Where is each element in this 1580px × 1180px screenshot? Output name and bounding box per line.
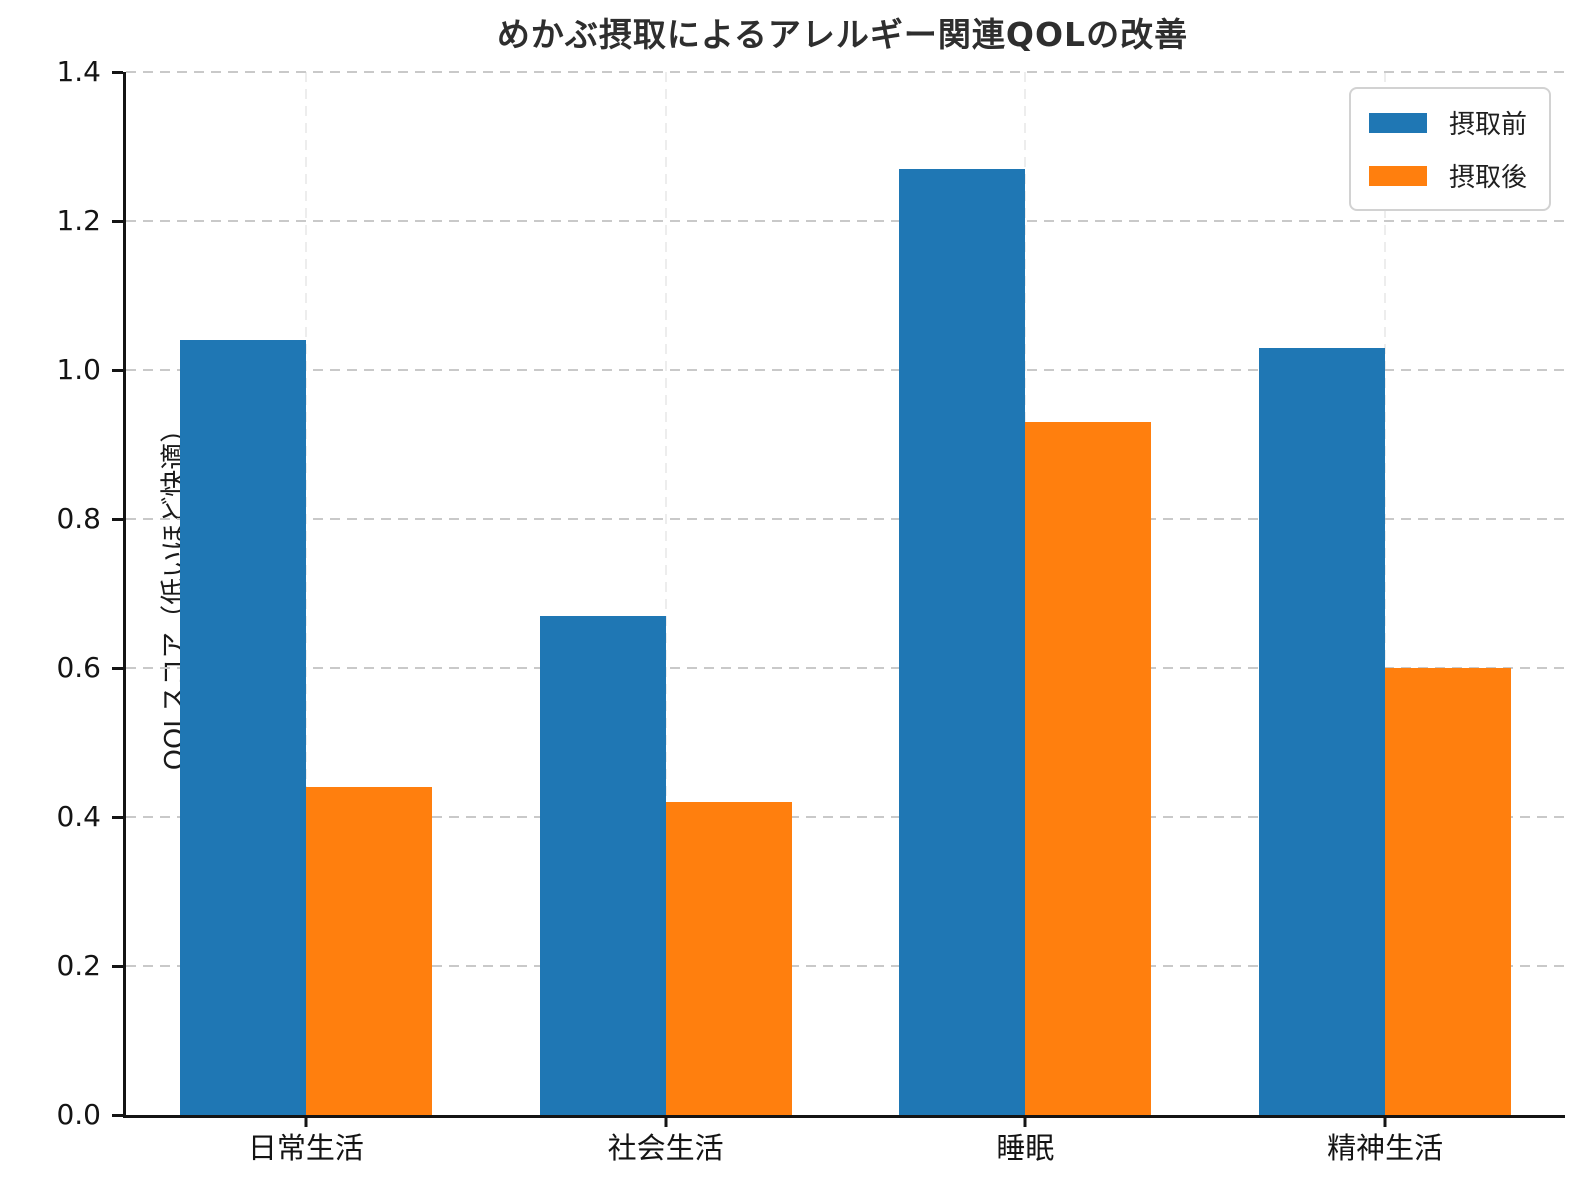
y-tick-mark bbox=[112, 964, 123, 968]
y-tick-label: 1.0 bbox=[56, 353, 101, 386]
y-tick-label: 1.4 bbox=[56, 55, 101, 88]
bar-摂取後-日常生活 bbox=[305, 787, 432, 1115]
y-tick-mark bbox=[112, 70, 123, 74]
bar-摂取前-睡眠 bbox=[899, 168, 1026, 1115]
x-tick-mark bbox=[1383, 1118, 1387, 1127]
x-tick-mark bbox=[1023, 1118, 1027, 1127]
y-tick-label: 0.2 bbox=[56, 949, 101, 982]
y-tick-label: 0.0 bbox=[56, 1098, 101, 1131]
bar-摂取前-精神生活 bbox=[1259, 347, 1386, 1115]
bar-摂取前-日常生活 bbox=[179, 340, 306, 1115]
y-tick-mark bbox=[112, 815, 123, 819]
legend-entry-摂取後: 摂取後 bbox=[1368, 157, 1527, 194]
horizontal-gridline bbox=[126, 71, 1565, 73]
vertical-gridline bbox=[664, 72, 667, 1115]
x-tick-label-精神生活: 精神生活 bbox=[1327, 1131, 1444, 1165]
bar-摂取後-精神生活 bbox=[1385, 668, 1512, 1115]
x-tick-mark bbox=[664, 1118, 668, 1127]
vertical-gridline bbox=[1384, 72, 1387, 1115]
x-tick-label-睡眠: 睡眠 bbox=[996, 1131, 1055, 1165]
y-tick-mark bbox=[112, 666, 123, 670]
horizontal-gridline bbox=[126, 518, 1565, 520]
bar-摂取前-社会生活 bbox=[539, 615, 666, 1115]
legend-swatch bbox=[1368, 165, 1427, 186]
y-tick-mark bbox=[112, 517, 123, 521]
bar-摂取後-社会生活 bbox=[665, 802, 792, 1115]
plot-area: 摂取前摂取後 0.0 0.2 0.4 0.6 0.8 1.0 1.2 1.4 日常生活 社会生活 睡… bbox=[56, 58, 1565, 1165]
y-tick-label: 0.8 bbox=[56, 502, 101, 535]
legend: 摂取前 摂取後 bbox=[1348, 87, 1551, 211]
legend-label: 摂取後 bbox=[1448, 163, 1527, 193]
legend-swatch bbox=[1368, 112, 1427, 133]
horizontal-gridline bbox=[126, 965, 1565, 967]
vertical-gridline bbox=[304, 72, 307, 1115]
legend-entry-摂取前: 摂取前 bbox=[1368, 104, 1527, 141]
y-tick-mark bbox=[112, 219, 123, 223]
bar-摂取後-睡眠 bbox=[1025, 422, 1152, 1115]
y-tick-label: 0.6 bbox=[56, 651, 101, 684]
y-tick-mark bbox=[112, 1113, 123, 1117]
chart-title: めかぶ摂取によるアレルギー関連QOLの改善 bbox=[496, 15, 1189, 54]
y-tick-mark bbox=[112, 368, 123, 372]
y-tick-label: 0.4 bbox=[56, 800, 101, 833]
horizontal-gridline bbox=[126, 220, 1565, 222]
y-tick-label: 1.2 bbox=[56, 204, 101, 237]
legend-label: 摂取前 bbox=[1448, 110, 1527, 140]
horizontal-gridline bbox=[126, 667, 1565, 669]
horizontal-gridline bbox=[126, 369, 1565, 371]
x-tick-label-社会生活: 社会生活 bbox=[607, 1131, 724, 1165]
x-tick-label-日常生活: 日常生活 bbox=[247, 1131, 364, 1165]
horizontal-gridline bbox=[126, 816, 1565, 818]
x-tick-mark bbox=[304, 1118, 308, 1127]
